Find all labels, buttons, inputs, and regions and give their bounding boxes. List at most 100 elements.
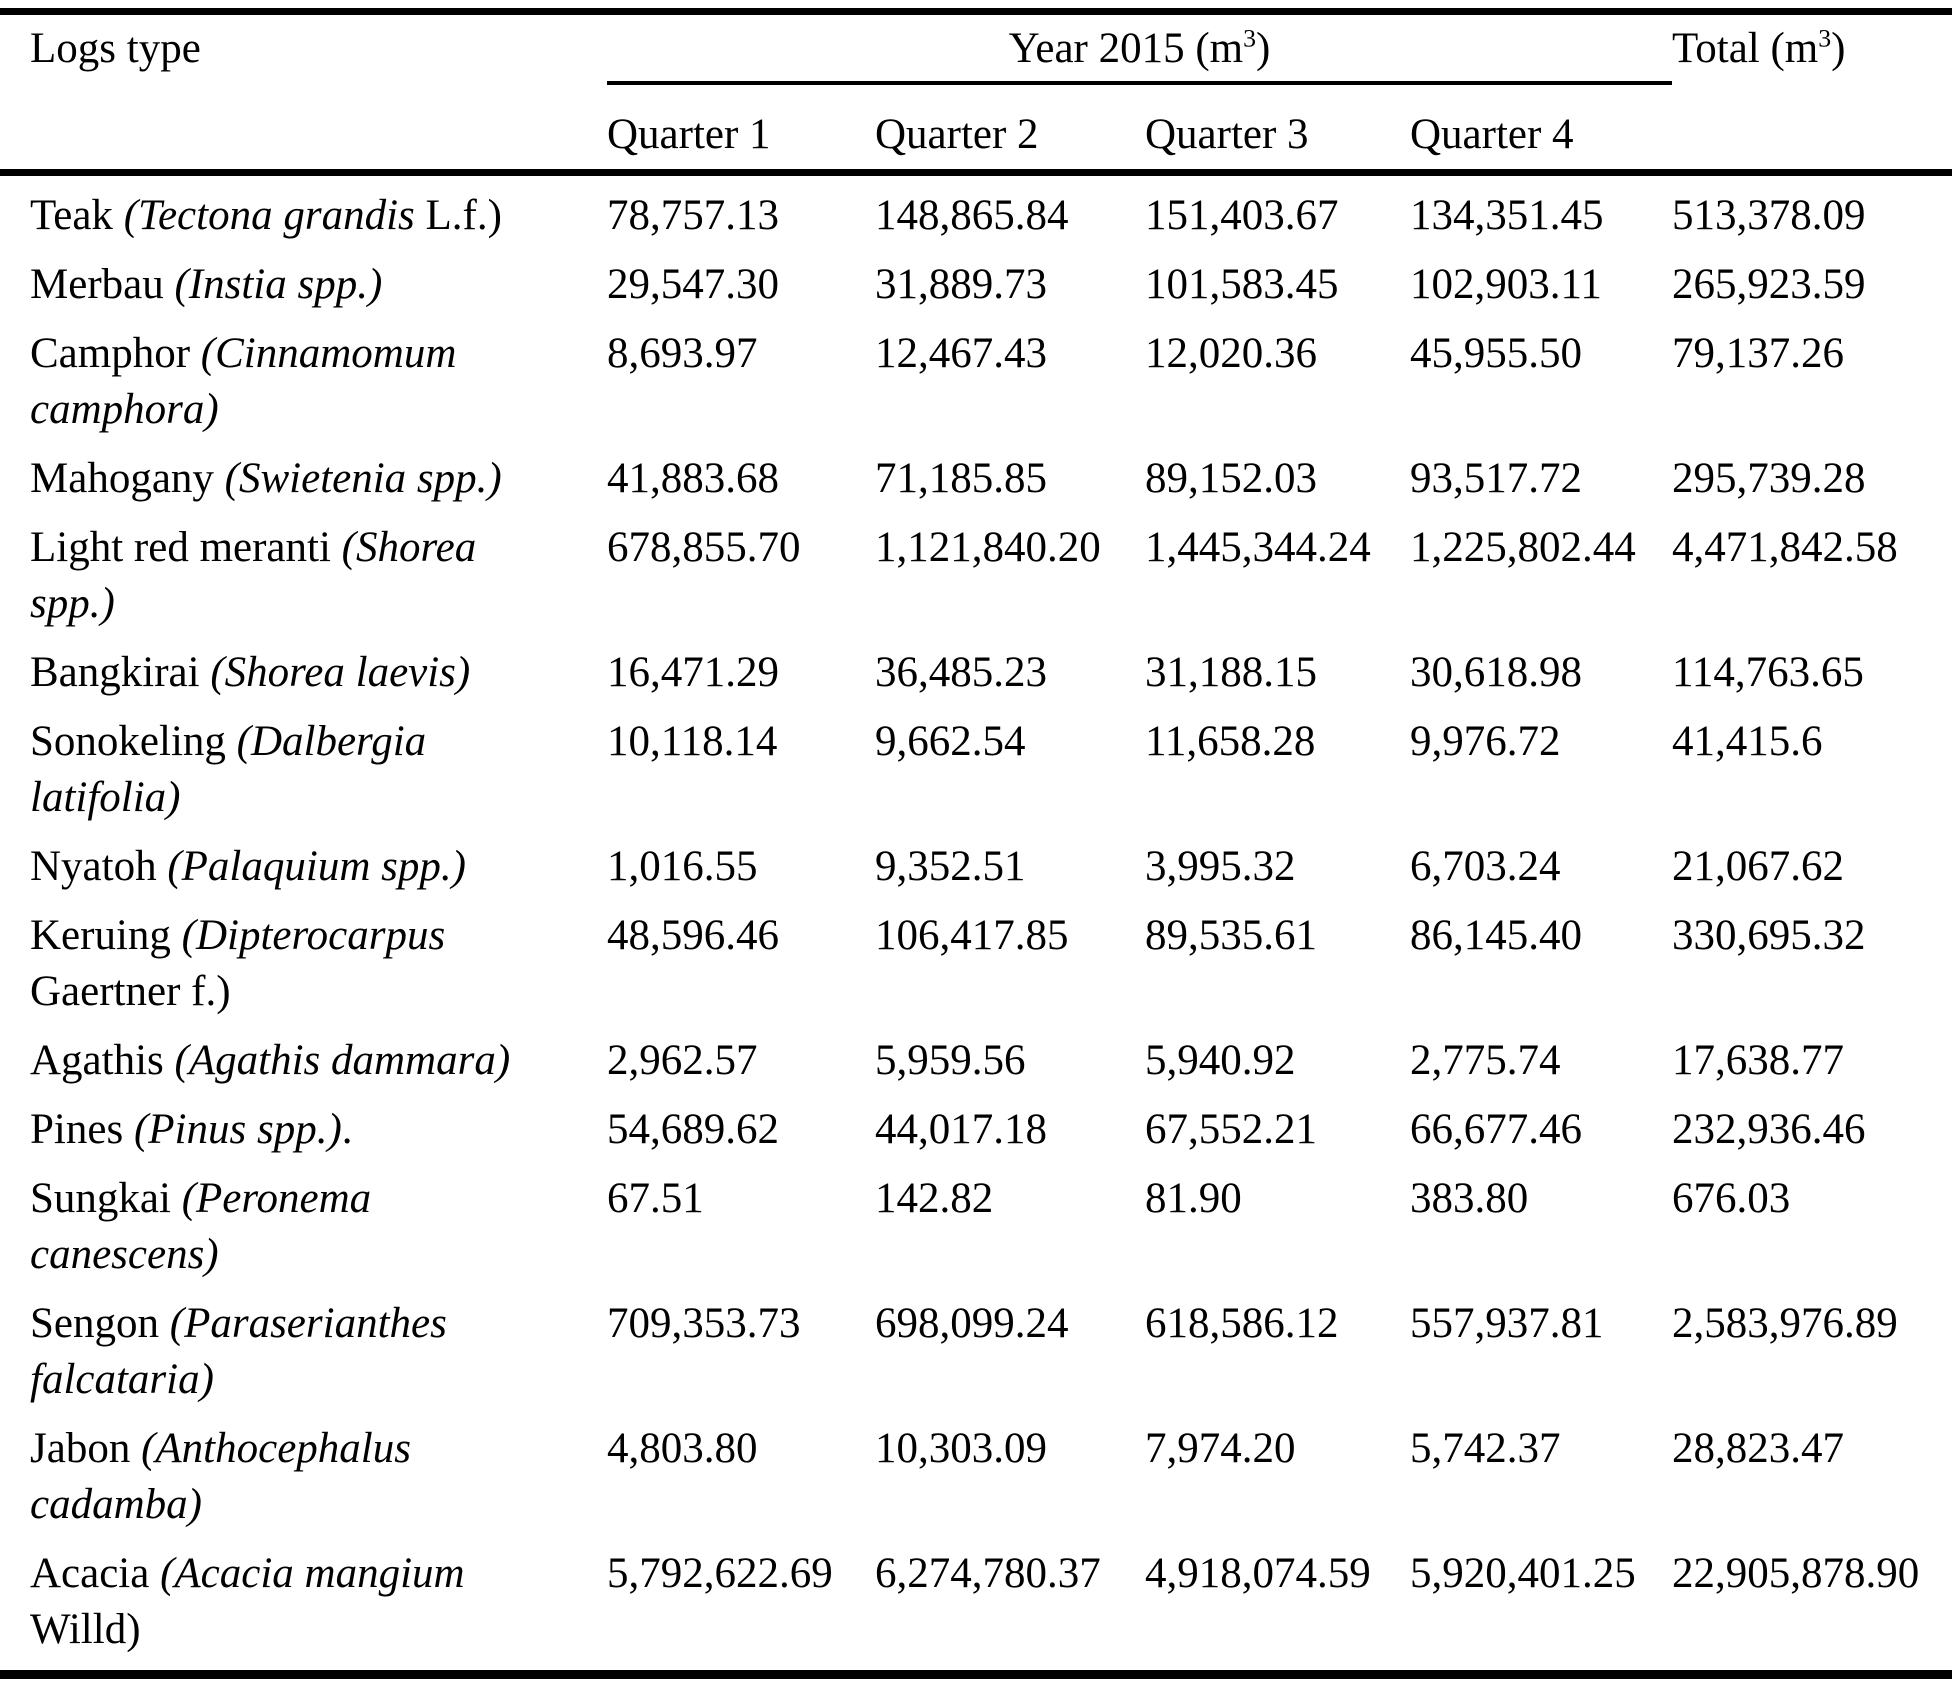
quarter-header-row: Quarter 1 Quarter 2 Quarter 3 Quarter 4: [0, 83, 1952, 173]
quarter-2-value-cell: 148,865.84: [875, 192, 1069, 239]
quarter-4-value-cell: 383.80: [1410, 1175, 1529, 1222]
quarter-3-value-cell: 1,445,344.24: [1145, 524, 1371, 571]
quarter-3-value-cell: 3,995.32: [1145, 843, 1296, 890]
species-name-italic: (Dalbergia: [236, 718, 427, 765]
species-name-italic: (Agathis dammara): [174, 1037, 511, 1084]
species-name-italic: (Pinus spp.): [133, 1106, 342, 1153]
species-name-italic: (Anthocephalus: [141, 1425, 411, 1472]
quarter-2-value-cell: 5,959.56: [875, 1037, 1026, 1084]
year-header-suffix: ): [1256, 25, 1271, 72]
quarter-4-value-cell: 102,903.11: [1410, 261, 1602, 308]
column-header-total: Total (m3): [1672, 15, 1952, 173]
table-row: Keruing (Dipterocarpus Gaertner f.) 48,596…: [0, 908, 1952, 1033]
logs-type-cell: Pines (Pinus spp.).: [0, 1102, 607, 1171]
logs-type-text: Pines: [30, 1106, 134, 1153]
quarter-4-value-cell: 30,618.98: [1410, 649, 1582, 696]
logs-type-text: Gaertner f.): [30, 968, 231, 1015]
quarter-1-value-cell: 1,016.55: [607, 843, 758, 890]
table-container: Logs type Year 2015 (m3) Total (m3) Quar…: [0, 8, 1952, 1679]
quarter-2-value-cell: 1,121,840.20: [875, 524, 1101, 571]
column-header-quarter-2: Quarter 2: [875, 111, 1039, 158]
table-row: Bangkirai (Shorea laevis) 16,471.29 36,485…: [0, 645, 1952, 714]
logs-type-cell: Camphor (Cinnamomum camphora): [0, 326, 607, 451]
logs-type-text: Keruing: [30, 912, 182, 959]
quarter-2-value-cell: 9,662.54: [875, 718, 1026, 765]
species-name-italic: (Peronema: [181, 1175, 372, 1222]
species-name-italic: (Instia spp.): [174, 261, 383, 308]
quarter-2-value-cell: 9,352.51: [875, 843, 1026, 890]
table-row: Nyatoh (Palaquium spp.) 1,016.55 9,352.51 3…: [0, 839, 1952, 908]
logs-type-text: Mahogany: [30, 455, 225, 502]
quarter-1-value-cell: 78,757.13: [607, 192, 779, 239]
quarter-3-value-cell: 89,152.03: [1145, 455, 1317, 502]
logs-type-cell: Jabon (Anthocephalus cadamba): [0, 1421, 607, 1546]
quarter-4-value-cell: 86,145.40: [1410, 912, 1582, 959]
species-name-italic: cadamba): [30, 1481, 202, 1528]
quarter-1-value-cell: 29,547.30: [607, 261, 779, 308]
logs-type-cell: Light red meranti (Shorea spp.): [0, 520, 607, 645]
quarter-4-value-cell: 45,955.50: [1410, 330, 1582, 377]
quarter-1-value-cell: 5,792,622.69: [607, 1550, 833, 1597]
quarter-2-value-cell: 44,017.18: [875, 1106, 1047, 1153]
species-name-italic: (Dipterocarpus: [181, 912, 446, 959]
table-row: Sonokeling (Dalbergia latifolia) 10,118.14…: [0, 714, 1952, 839]
quarter-4-value-cell: 66,677.46: [1410, 1106, 1582, 1153]
quarter-1-value-cell: 41,883.68: [607, 455, 779, 502]
quarter-4-value-cell: 1,225,802.44: [1410, 524, 1636, 571]
total-value-cell: 28,823.47: [1672, 1425, 1844, 1472]
quarter-2-value-cell: 12,467.43: [875, 330, 1047, 377]
table-row: Pines (Pinus spp.). 54,689.62 44,017.18 67,…: [0, 1102, 1952, 1171]
table-row: Light red meranti (Shorea spp.) 678,855.70…: [0, 520, 1952, 645]
table-header: Logs type Year 2015 (m3) Total (m3) Quar…: [0, 15, 1952, 173]
logs-type-text: Sungkai: [30, 1175, 182, 1222]
logs-type-cell: Sengon (Paraserianthes falcataria): [0, 1296, 607, 1421]
table-row: Merbau (Instia spp.) 29,547.30 31,889.73 10…: [0, 257, 1952, 326]
quarter-3-value-cell: 7,974.20: [1145, 1425, 1296, 1472]
logs-type-text: Camphor: [30, 330, 201, 377]
total-value-cell: 295,739.28: [1672, 455, 1866, 502]
logs-type-text: Light red meranti: [30, 524, 342, 571]
logs-type-text: Sengon: [30, 1300, 170, 1347]
logs-type-text: Willd): [30, 1606, 141, 1653]
table-body: Teak (Tectona grandis L.f.) 78,757.13 148,…: [0, 173, 1952, 1671]
species-name-italic: (Swietenia spp.): [224, 455, 502, 502]
logs-type-text: Acacia: [30, 1550, 161, 1597]
table-row: Sungkai (Peronema canescens) 67.51 142.82 81…: [0, 1171, 1952, 1296]
total-value-cell: 232,936.46: [1672, 1106, 1866, 1153]
table-row: Camphor (Cinnamomum camphora) 8,693.97 12,4…: [0, 326, 1952, 451]
quarter-4-value-cell: 557,937.81: [1410, 1300, 1604, 1347]
logs-type-text: Bangkirai: [30, 649, 211, 696]
total-value-cell: 2,583,976.89: [1672, 1300, 1898, 1347]
species-name-italic: (Cinnamomum: [200, 330, 457, 377]
quarter-4-value-cell: 134,351.45: [1410, 192, 1604, 239]
logs-type-text: Agathis: [30, 1037, 175, 1084]
total-value-cell: 265,923.59: [1672, 261, 1866, 308]
quarter-3-value-cell: 4,918,074.59: [1145, 1550, 1371, 1597]
quarter-3-value-cell: 151,403.67: [1145, 192, 1339, 239]
table-row: Acacia (Acacia mangium Willd) 5,792,622.69…: [0, 1546, 1952, 1670]
logs-type-text: Merbau: [30, 261, 175, 308]
logs-type-cell: Acacia (Acacia mangium Willd): [0, 1546, 607, 1670]
quarter-2-value-cell: 6,274,780.37: [875, 1550, 1101, 1597]
species-name-italic: (Shorea laevis): [210, 649, 471, 696]
total-value-cell: 4,471,842.58: [1672, 524, 1898, 571]
quarter-1-value-cell: 8,693.97: [607, 330, 758, 377]
column-group-header-year-2015: Year 2015 (m3): [607, 15, 1672, 85]
column-header-quarter-3: Quarter 3: [1145, 111, 1309, 158]
quarter-1-value-cell: 16,471.29: [607, 649, 779, 696]
total-value-cell: 114,763.65: [1672, 649, 1864, 696]
quarter-4-value-cell: 93,517.72: [1410, 455, 1582, 502]
logs-type-cell: Sungkai (Peronema canescens): [0, 1171, 607, 1296]
species-name-italic: spp.): [30, 580, 115, 627]
quarter-2-value-cell: 106,417.85: [875, 912, 1069, 959]
quarter-3-value-cell: 67,552.21: [1145, 1106, 1317, 1153]
column-header-quarter-1: Quarter 1: [607, 111, 771, 158]
logs-type-text: Nyatoh: [30, 843, 168, 890]
logs-type-cell: Agathis (Agathis dammara): [0, 1033, 607, 1102]
quarter-3-value-cell: 101,583.45: [1145, 261, 1339, 308]
species-name-italic: latifolia): [30, 774, 181, 821]
logs-type-cell: Sonokeling (Dalbergia latifolia): [0, 714, 607, 839]
quarter-2-value-cell: 10,303.09: [875, 1425, 1047, 1472]
table-row: Teak (Tectona grandis L.f.) 78,757.13 148,…: [0, 173, 1952, 258]
total-value-cell: 17,638.77: [1672, 1037, 1844, 1084]
